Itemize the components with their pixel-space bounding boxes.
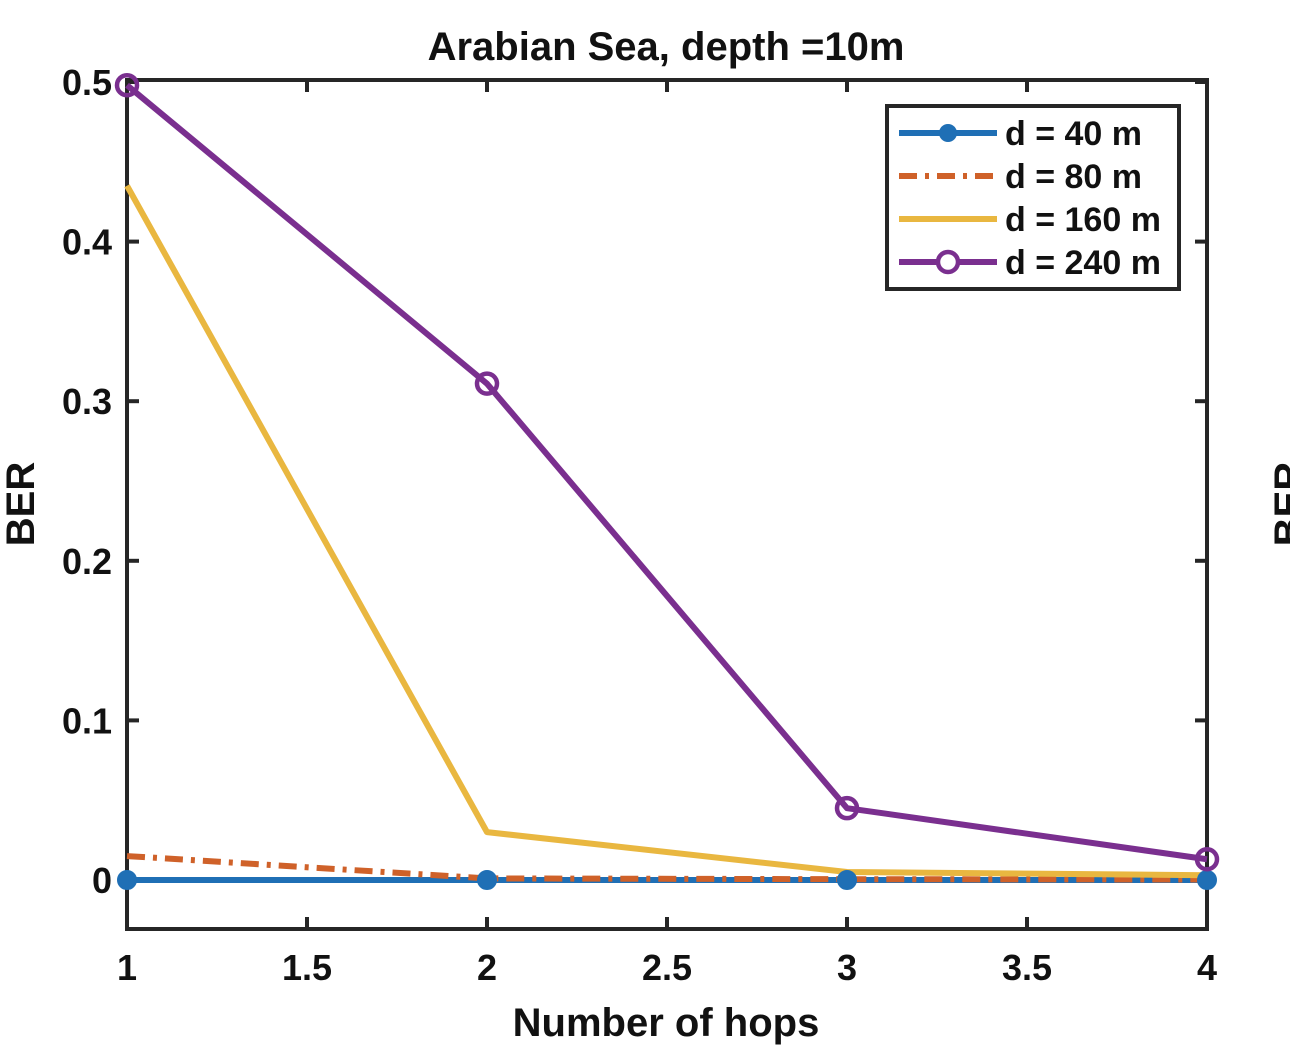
series-0-point bbox=[1197, 870, 1217, 890]
series-line-1 bbox=[126, 853, 1208, 883]
x-tick-label: 1 bbox=[117, 947, 137, 988]
legend-label-2: d = 160 m bbox=[1005, 201, 1161, 239]
y-tick-label: 0.5 bbox=[62, 62, 112, 103]
x-tick-label: 1.5 bbox=[282, 947, 332, 988]
y-tick-label: 0.1 bbox=[62, 700, 112, 741]
x-tick-label: 2 bbox=[477, 947, 497, 988]
x-tick-label: 3 bbox=[837, 947, 857, 988]
plot-area: 1 1.5 2 2.5 3 3.5 400.10.20.30.40.5d = 40 md =… bbox=[62, 62, 1220, 988]
x-tick-label: 4 bbox=[1197, 947, 1217, 988]
x-axis-title: Number of hops bbox=[513, 1001, 820, 1045]
series-0-point bbox=[837, 870, 857, 890]
legend-marker-0 bbox=[939, 124, 957, 142]
chart-title: Arabian Sea, depth =10m bbox=[428, 25, 905, 69]
series-line-3 bbox=[125, 82, 1208, 863]
y-axis-title: BER bbox=[0, 462, 43, 547]
legend: d = 40 m d = 80 m d = 160 m d = 240 m bbox=[885, 104, 1181, 291]
legend-label-1: d = 80 m bbox=[1005, 158, 1142, 196]
legend-label-3: d = 240 m bbox=[1005, 244, 1161, 282]
series-0-point bbox=[117, 870, 137, 890]
series-line-2 bbox=[124, 184, 1208, 879]
y-tick-label: 0 bbox=[92, 860, 112, 901]
series-0-point bbox=[477, 870, 497, 890]
series-3-point bbox=[834, 795, 860, 821]
legend-marker-3 bbox=[935, 249, 961, 275]
y-tick-label: 0.2 bbox=[62, 541, 112, 582]
series-3-point bbox=[1194, 847, 1220, 872]
legend-label-0: d = 40 m bbox=[1005, 115, 1142, 153]
x-tick-label: 2.5 bbox=[642, 947, 692, 988]
y-tick-label: 0.4 bbox=[62, 222, 112, 263]
series-3-point bbox=[114, 72, 140, 98]
clipped-neighbor-axis-title: BER bbox=[1267, 462, 1290, 547]
series-3-point bbox=[474, 371, 500, 396]
legend-box bbox=[885, 104, 1181, 291]
y-tick-label: 0.3 bbox=[62, 381, 112, 422]
x-tick-label: 3.5 bbox=[1002, 947, 1052, 988]
